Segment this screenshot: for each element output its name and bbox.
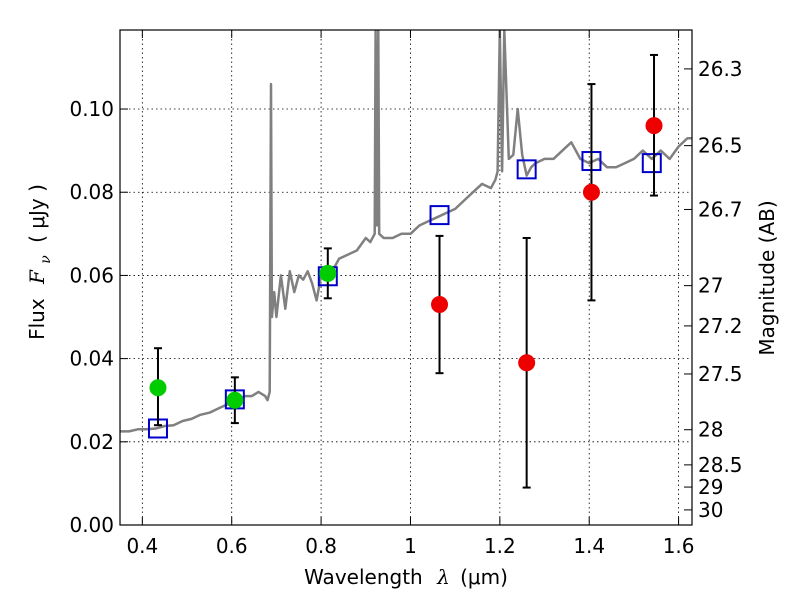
magnitude-tick-label: 27.2: [698, 314, 743, 338]
magnitude-tick-label: 29: [698, 475, 723, 499]
template-spectrum-line: [120, 30, 692, 433]
flux-point: [149, 379, 167, 397]
flux-point: [645, 117, 663, 135]
x-tick-label: 0.4: [126, 534, 158, 558]
y-tick-label: 0.04: [69, 347, 114, 371]
y-tick-label: 0.02: [69, 430, 114, 454]
y-tick-label: 0.06: [69, 263, 114, 287]
x-tick-label: 1.2: [484, 534, 516, 558]
x-tick-label: 1: [404, 534, 417, 558]
magnitude-tick-label: 26.7: [698, 197, 743, 221]
model-square-point: [641, 153, 662, 174]
magnitude-tick-label: 28.5: [698, 453, 743, 477]
x-axis-label: Wavelength λ (μm): [304, 565, 508, 589]
x-tick-labels: 0.4 0.6 0.8 1 1.2 1.4 1.6: [126, 534, 694, 558]
model-square-point: [429, 205, 450, 226]
y-tick-label: 0.10: [69, 97, 114, 121]
flux-point: [431, 296, 449, 314]
y-axis-label: Flux F ν ( μJy ): [25, 184, 55, 340]
flux-point: [518, 354, 536, 372]
flux-point: [226, 391, 244, 409]
magnitude-tick-label: 27: [698, 274, 723, 298]
magnitude-tick-label: 30: [698, 498, 723, 522]
x-tick-label: 1.4: [573, 534, 605, 558]
magnitude-tick-label: 26.3: [698, 57, 743, 81]
y-tick-label: 0.08: [69, 180, 114, 204]
plot-area: [120, 30, 692, 489]
plot-frame: [119, 29, 693, 526]
flux-point: [319, 264, 337, 282]
x-tick-label: 0.6: [216, 534, 248, 558]
flux-point: [582, 183, 600, 201]
x-tick-label: 1.6: [663, 534, 695, 558]
model-square-point: [516, 159, 537, 180]
magnitude-tick-label: 28: [698, 418, 723, 442]
x-tick-label: 0.8: [305, 534, 337, 558]
magnitude-axis-label: Magnitude (AB): [755, 200, 779, 355]
y-tick-labels: 0.00 0.02 0.04 0.06 0.08 0.10: [69, 97, 114, 537]
magnitude-tick-label: 26.5: [698, 134, 743, 158]
magnitude-tick-label: 27.5: [698, 362, 743, 386]
y-tick-label: 0.00: [69, 513, 114, 537]
axis-ticks: [120, 30, 692, 526]
